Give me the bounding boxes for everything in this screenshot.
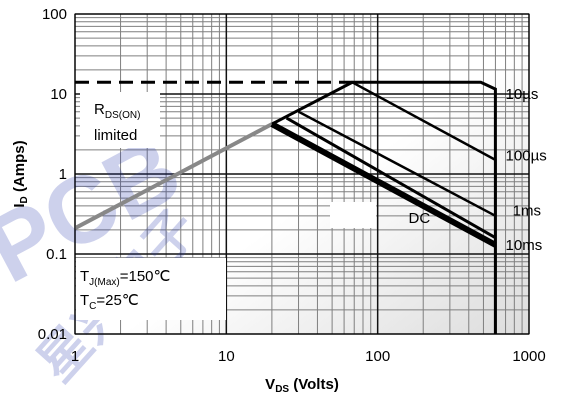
series-label-1ms: 1ms bbox=[513, 202, 541, 219]
plot-border bbox=[74, 13, 530, 335]
tj-rest: =150℃ bbox=[120, 268, 171, 285]
x-axis-title-rest: (Volts) bbox=[289, 376, 339, 393]
rds-note-line1: RDS(ON) bbox=[94, 101, 140, 121]
rds-on-limit-line bbox=[74, 122, 273, 230]
curve-dc bbox=[270, 121, 497, 248]
rds-note-r: R bbox=[94, 101, 105, 118]
y-tick-label: 0.1 bbox=[46, 246, 67, 263]
dc-label-box bbox=[330, 202, 376, 228]
tc-rest: =25℃ bbox=[96, 292, 138, 309]
x-tick-label: 1 bbox=[71, 348, 79, 365]
series-label-100us: 100µs bbox=[506, 148, 547, 165]
y-axis-title: ID (Amps) bbox=[11, 140, 30, 207]
x-tick-label: 100 bbox=[365, 348, 390, 365]
y-tick-label: 10 bbox=[50, 86, 67, 103]
y-tick-labels: 100 10 1 0.1 0.01 bbox=[38, 6, 67, 343]
series-label-10ms: 10ms bbox=[506, 237, 543, 254]
y-axis-title-sub: D bbox=[19, 196, 30, 203]
curve-10ms bbox=[285, 116, 497, 240]
y-axis-title-rest: (Amps) bbox=[11, 140, 28, 196]
curve-1ms bbox=[297, 110, 496, 217]
x-tick-label: 10 bbox=[218, 348, 235, 365]
tc-note: TC=25℃ bbox=[80, 292, 139, 312]
series-label-dc: DC bbox=[409, 210, 431, 227]
tj-sub: J(Max) bbox=[89, 277, 120, 288]
y-tick-label: 1 bbox=[59, 166, 67, 183]
tj-note: TJ(Max)=150℃ bbox=[80, 268, 170, 288]
y-tick-label: 100 bbox=[42, 6, 67, 23]
x-tick-labels: 1 10 100 1000 bbox=[71, 348, 546, 365]
tc-sub: C bbox=[89, 301, 96, 312]
tj-main: T bbox=[80, 268, 89, 285]
y-axis-title-main: I bbox=[11, 203, 28, 207]
rds-note-box bbox=[80, 92, 160, 148]
x-axis-title-main: V bbox=[265, 376, 275, 393]
tc-main: T bbox=[80, 292, 89, 309]
curve-10us bbox=[271, 80, 497, 334]
rds-note-sub: DS(ON) bbox=[105, 110, 141, 121]
conditions-note-box bbox=[76, 258, 226, 320]
x-tick-label: 1000 bbox=[512, 348, 545, 365]
rds-note-line2: limited bbox=[94, 127, 137, 144]
curves bbox=[74, 80, 497, 334]
y-tick-label: 0.01 bbox=[38, 326, 67, 343]
x-axis-title-sub: DS bbox=[275, 384, 289, 395]
series-label-10us: 10µs bbox=[506, 86, 539, 103]
x-axis-title: VDS (Volts) bbox=[265, 376, 339, 395]
